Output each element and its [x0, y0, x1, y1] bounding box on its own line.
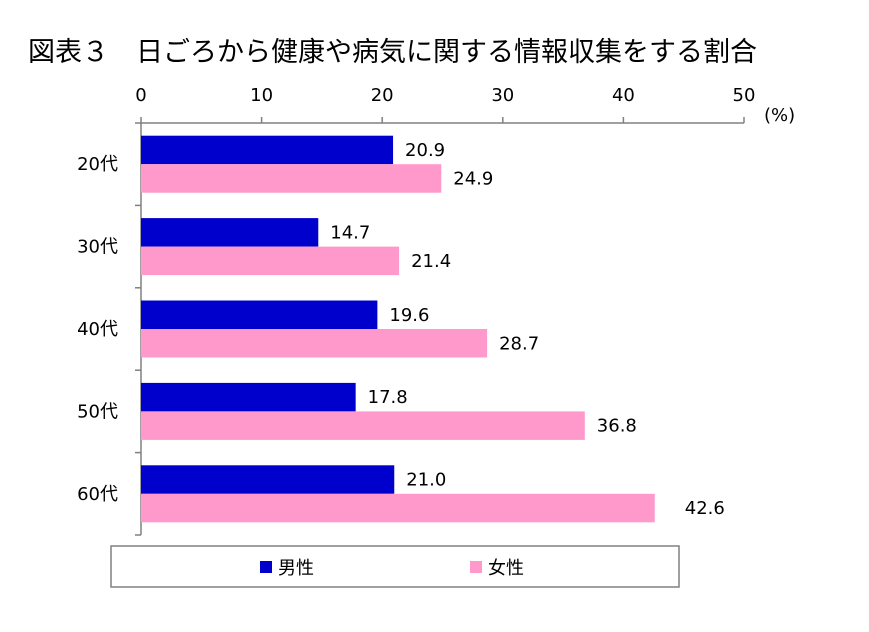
legend-label: 男性: [278, 558, 314, 579]
category-label: 40代: [77, 319, 118, 340]
bar-female: [141, 329, 488, 358]
legend-label: 女性: [488, 558, 524, 579]
data-label: 14.7: [330, 222, 370, 243]
axis-layer: 0 10 20 30 40 50 (%): [135, 85, 795, 536]
data-label: 17.8: [368, 387, 408, 408]
data-label: 28.7: [499, 333, 539, 354]
x-tick-label: 20: [371, 85, 394, 106]
x-tick-label: 10: [250, 85, 273, 106]
bar-female: [141, 164, 442, 193]
bar-male: [141, 300, 378, 329]
chart-title: 図表３ 日ごろから健康や病気に関する情報収集をする割合: [28, 37, 757, 68]
data-label: 42.6: [685, 498, 725, 519]
legend: 男性 女性: [110, 545, 680, 588]
data-label: 21.0: [406, 470, 446, 491]
bar-male: [141, 382, 356, 412]
category-label: 30代: [77, 237, 118, 258]
data-label: 36.8: [597, 416, 637, 437]
legend-swatch: [470, 561, 482, 573]
bar-female: [141, 246, 400, 276]
category-label: 50代: [77, 401, 118, 422]
legend-swatch: [260, 561, 272, 573]
x-tick-label: 0: [135, 85, 146, 106]
data-label: 21.4: [411, 251, 451, 272]
labels-layer: 20.9 24.9 20代 14.7 21.4 30代 19.6 28.7 40代 17.8 36.…: [77, 140, 725, 519]
bars-layer: [141, 135, 655, 523]
x-tick-label: 50: [733, 85, 756, 106]
data-label: 24.9: [453, 168, 493, 189]
category-label: 20代: [77, 154, 118, 175]
bar-female: [141, 493, 655, 523]
bar-male: [141, 135, 394, 165]
x-axis-unit: (%): [764, 105, 795, 126]
data-label: 19.6: [389, 305, 429, 326]
bar-female: [141, 411, 585, 440]
bar-male: [141, 218, 319, 247]
category-label: 60代: [77, 484, 118, 505]
x-tick-label: 40: [612, 85, 635, 106]
legend-box: [110, 545, 680, 588]
x-tick-label: 30: [491, 85, 514, 106]
data-label: 20.9: [405, 140, 445, 161]
bar-male: [141, 465, 395, 494]
